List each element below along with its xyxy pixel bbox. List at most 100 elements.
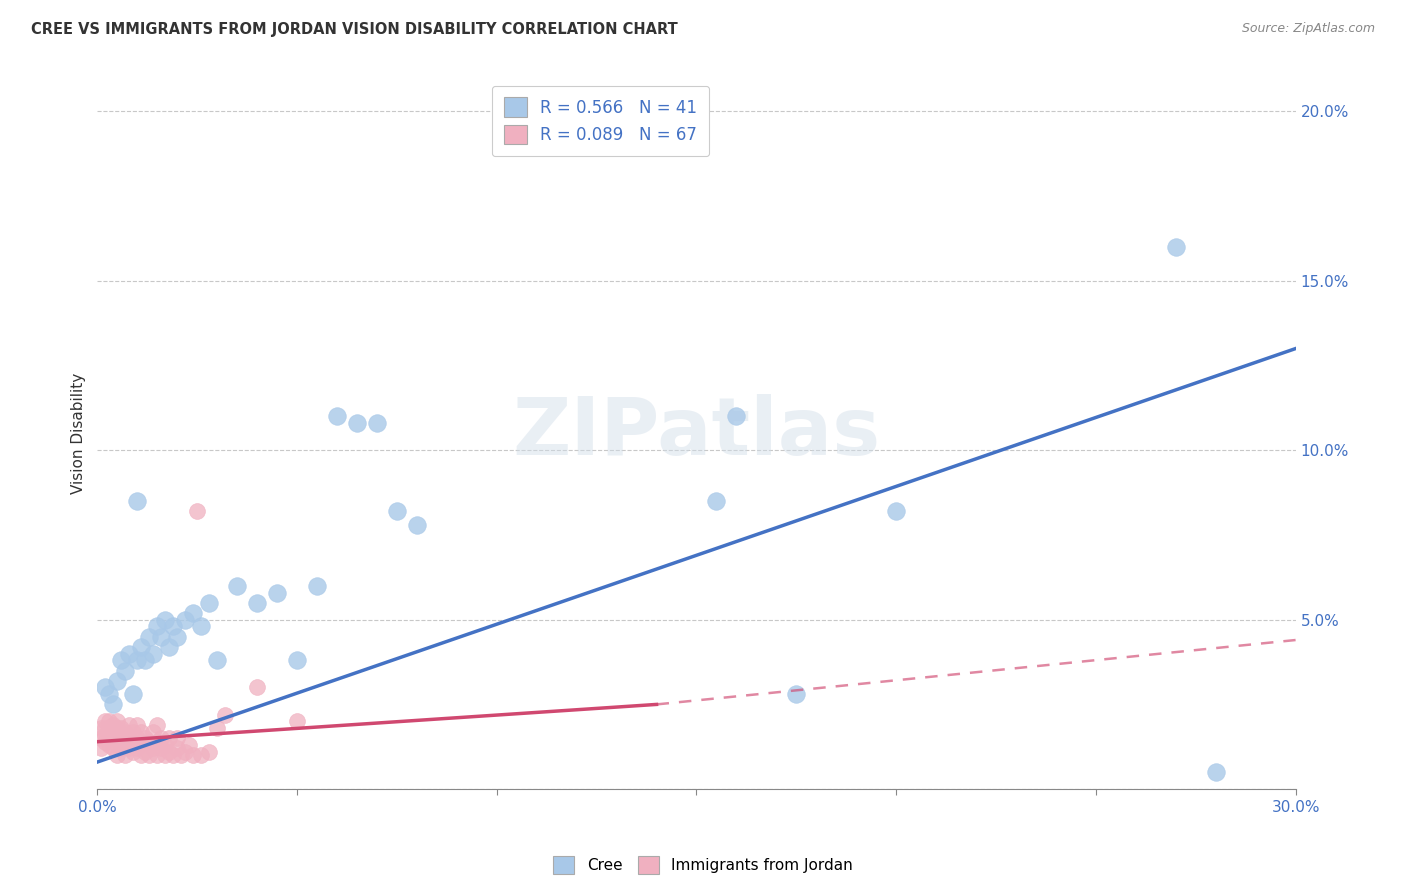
Point <box>134 653 156 667</box>
Point <box>1205 765 1227 780</box>
Point <box>90 721 112 735</box>
Point <box>127 718 149 732</box>
Point <box>346 416 368 430</box>
Point <box>884 504 907 518</box>
Point <box>157 731 180 746</box>
Point <box>114 664 136 678</box>
Point <box>110 731 132 746</box>
Point <box>114 748 136 763</box>
Point <box>186 504 208 518</box>
Point <box>157 745 180 759</box>
Point <box>94 728 117 742</box>
Point <box>1164 240 1187 254</box>
Point <box>105 738 128 752</box>
Point <box>98 714 121 729</box>
Point <box>179 738 201 752</box>
Point <box>94 721 117 735</box>
Point <box>134 745 156 759</box>
Point <box>385 504 408 518</box>
Point <box>110 741 132 756</box>
Point <box>105 673 128 688</box>
Point <box>118 741 141 756</box>
Point <box>90 741 112 756</box>
Point <box>246 681 269 695</box>
Point <box>155 613 177 627</box>
Point <box>118 718 141 732</box>
Legend: R = 0.566   N = 41, R = 0.089   N = 67: R = 0.566 N = 41, R = 0.089 N = 67 <box>492 86 709 156</box>
Point <box>110 653 132 667</box>
Point <box>127 731 149 746</box>
Point <box>98 721 121 735</box>
Point <box>166 741 188 756</box>
Point <box>725 409 748 424</box>
Point <box>155 748 177 763</box>
Point <box>155 738 177 752</box>
Point <box>94 714 117 729</box>
Point <box>181 748 204 763</box>
Point <box>103 741 125 756</box>
Point <box>162 748 184 763</box>
Point <box>146 718 169 732</box>
Point <box>181 606 204 620</box>
Point <box>129 748 152 763</box>
Point <box>326 409 349 424</box>
Point <box>138 748 160 763</box>
Point <box>127 494 149 508</box>
Point <box>150 741 173 756</box>
Point <box>706 494 728 508</box>
Point <box>285 653 308 667</box>
Point <box>150 630 173 644</box>
Point <box>205 653 228 667</box>
Point <box>406 517 429 532</box>
Point <box>190 619 212 633</box>
Point <box>285 714 308 729</box>
Point <box>103 731 125 746</box>
Point <box>166 731 188 746</box>
Point <box>146 748 169 763</box>
Point <box>98 738 121 752</box>
Point <box>146 619 169 633</box>
Point <box>174 613 197 627</box>
Point <box>150 731 173 746</box>
Point <box>122 687 145 701</box>
Point <box>114 724 136 739</box>
Point <box>129 734 152 748</box>
Point <box>170 748 193 763</box>
Point <box>266 585 288 599</box>
Point <box>174 745 197 759</box>
Point <box>94 734 117 748</box>
Point <box>205 721 228 735</box>
Point <box>142 724 165 739</box>
Point <box>103 718 125 732</box>
Point <box>110 721 132 735</box>
Point <box>785 687 807 701</box>
Point <box>105 714 128 729</box>
Point <box>105 728 128 742</box>
Point <box>98 687 121 701</box>
Text: CREE VS IMMIGRANTS FROM JORDAN VISION DISABILITY CORRELATION CHART: CREE VS IMMIGRANTS FROM JORDAN VISION DI… <box>31 22 678 37</box>
Point <box>138 630 160 644</box>
Point <box>103 724 125 739</box>
Point <box>118 647 141 661</box>
Point <box>366 416 388 430</box>
Point <box>129 724 152 739</box>
Point <box>122 745 145 759</box>
Point <box>246 596 269 610</box>
Point <box>134 731 156 746</box>
Point <box>142 647 165 661</box>
Point <box>190 748 212 763</box>
Legend: Cree, Immigrants from Jordan: Cree, Immigrants from Jordan <box>547 850 859 880</box>
Point <box>198 596 221 610</box>
Point <box>226 579 249 593</box>
Point <box>98 731 121 746</box>
Point <box>122 724 145 739</box>
Point <box>157 640 180 654</box>
Point <box>90 731 112 746</box>
Text: Source: ZipAtlas.com: Source: ZipAtlas.com <box>1241 22 1375 36</box>
Point <box>118 731 141 746</box>
Point <box>94 681 117 695</box>
Point <box>127 741 149 756</box>
Text: ZIPatlas: ZIPatlas <box>512 394 880 472</box>
Point <box>105 721 128 735</box>
Point <box>214 707 236 722</box>
